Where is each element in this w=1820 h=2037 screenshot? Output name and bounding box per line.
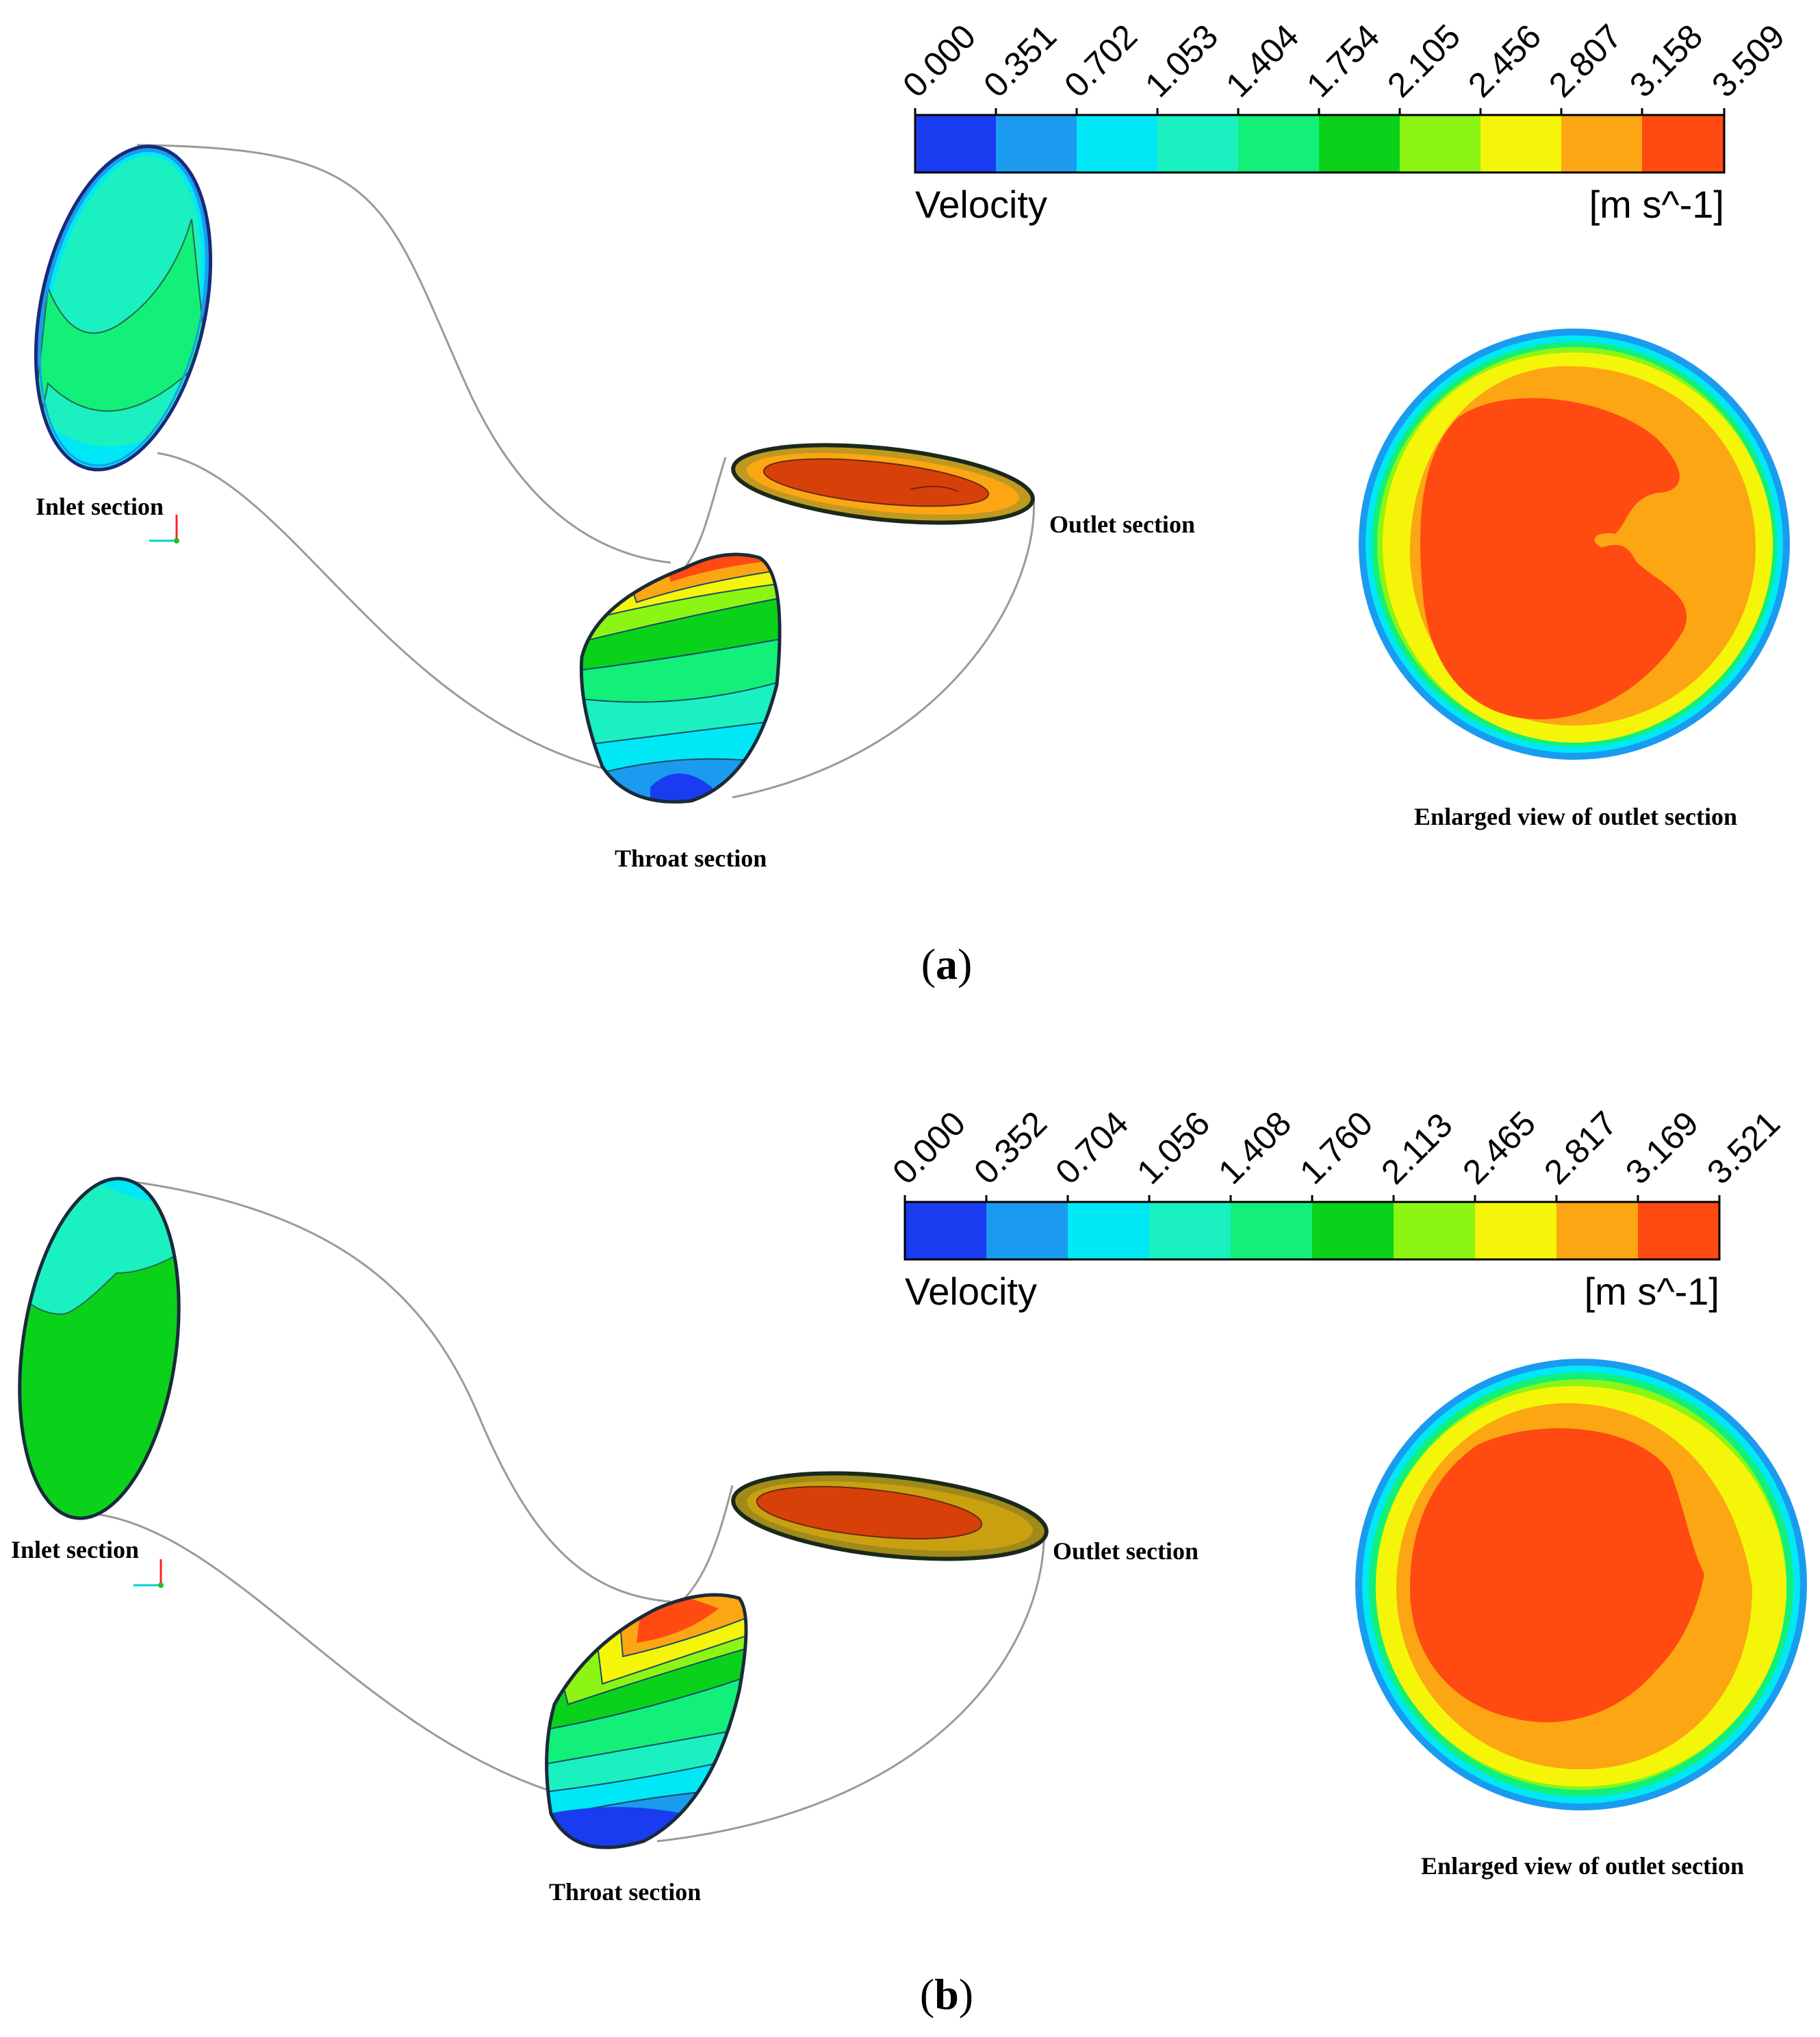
duct-outline-b xyxy=(95,1177,1045,1843)
enlarged-label-b: Enlarged view of outlet section xyxy=(1421,1852,1744,1880)
colorbar-b-seg xyxy=(1312,1202,1394,1259)
colorbar-a-seg xyxy=(915,115,996,172)
caption-b: (b) xyxy=(920,1970,973,2019)
colorbar-a-tick: 3.509 xyxy=(1704,17,1792,105)
colorbar-a-seg xyxy=(1400,115,1481,172)
colorbar-a-tick: 1.754 xyxy=(1299,17,1387,105)
colorbar-b-tick: 0.704 xyxy=(1048,1104,1136,1192)
colorbar-b-seg xyxy=(905,1202,986,1259)
colorbar-a-tick: 2.807 xyxy=(1541,17,1629,105)
colorbar-a-tick: 0.702 xyxy=(1057,17,1144,105)
colorbar-a-seg xyxy=(1561,115,1642,172)
colorbar-b-tick: 1.408 xyxy=(1211,1104,1298,1192)
panel-b: 0.000 0.352 0.704 1.056 1.408 1.760 2.11… xyxy=(11,1104,1807,2019)
colorbar-a: 0.000 0.351 0.702 1.053 1.404 1.754 2.10… xyxy=(895,17,1792,226)
inlet-section-b xyxy=(13,1168,192,1529)
enlarged-label-a: Enlarged view of outlet section xyxy=(1414,803,1737,830)
colorbar-b-unit: [m s^-1] xyxy=(1585,1270,1719,1313)
colorbar-b-tickmarks xyxy=(903,1195,1721,1202)
inlet-section-a xyxy=(26,130,220,486)
colorbar-b-tick: 0.352 xyxy=(966,1104,1054,1192)
throat-section-b xyxy=(545,1593,748,1849)
colorbar-a-tick: 0.351 xyxy=(976,17,1064,105)
colorbar-b-tick: 2.113 xyxy=(1374,1105,1459,1191)
colorbar-a-tick: 2.456 xyxy=(1461,17,1548,105)
caption-a: (a) xyxy=(921,940,973,988)
colorbar-a-tick: 1.053 xyxy=(1138,17,1225,105)
outlet-label-b: Outlet section xyxy=(1053,1537,1199,1565)
colorbar-a-tick: 2.105 xyxy=(1380,17,1467,105)
colorbar-a-variable: Velocity xyxy=(915,183,1047,226)
outlet-section-b xyxy=(729,1465,1051,1567)
colorbar-b-seg xyxy=(1231,1202,1312,1259)
colorbar-a-seg xyxy=(1642,115,1724,172)
colorbar-b-seg xyxy=(1556,1202,1638,1259)
inlet-label-b: Inlet section xyxy=(11,1536,139,1563)
colorbar-a-tickmarks xyxy=(914,108,1726,115)
colorbar-a-tick: 3.158 xyxy=(1622,17,1710,105)
colorbar-b-seg xyxy=(1149,1202,1231,1259)
caption-b-letter: b xyxy=(934,1970,959,2019)
throat-label-a: Throat section xyxy=(615,845,767,872)
colorbar-b-tick: 0.000 xyxy=(885,1104,973,1192)
colorbar-b-tick: 3.521 xyxy=(1700,1104,1787,1192)
colorbar-b-seg xyxy=(1475,1202,1556,1259)
colorbar-b-variable: Velocity xyxy=(905,1270,1037,1313)
colorbar-b-seg xyxy=(1638,1202,1719,1259)
outlet-section-a xyxy=(729,438,1037,534)
colorbar-b-tick: 2.817 xyxy=(1537,1104,1624,1192)
colorbar-a-tick: 1.404 xyxy=(1218,17,1306,105)
colorbar-b-tick: 3.169 xyxy=(1618,1104,1706,1192)
colorbar-b-tick: 1.056 xyxy=(1129,1104,1217,1192)
colorbar-a-seg xyxy=(1481,115,1561,172)
colorbar-a-seg xyxy=(1157,115,1238,172)
colorbar-a-seg xyxy=(1238,115,1319,172)
axis-triad-a xyxy=(149,515,179,543)
outlet-label-a: Outlet section xyxy=(1049,511,1195,538)
throat-section-a xyxy=(579,552,782,804)
colorbar-a-seg xyxy=(1077,115,1157,172)
enlarged-outlet-a xyxy=(1359,329,1790,760)
colorbar-b-tick: 2.465 xyxy=(1455,1104,1543,1192)
axis-triad-b xyxy=(133,1559,164,1588)
colorbar-b-seg xyxy=(1068,1202,1149,1259)
colorbar-a-seg xyxy=(1319,115,1400,172)
colorbar-b-seg xyxy=(986,1202,1068,1259)
inlet-label-a: Inlet section xyxy=(36,493,164,520)
colorbar-b-seg xyxy=(1394,1202,1475,1259)
caption-a-letter: a xyxy=(936,940,958,988)
throat-label-b: Throat section xyxy=(549,1878,701,1906)
colorbar-a-unit: [m s^-1] xyxy=(1589,183,1724,226)
colorbar-b: 0.000 0.352 0.704 1.056 1.408 1.760 2.11… xyxy=(885,1104,1787,1313)
enlarged-outlet-b xyxy=(1355,1359,1807,1810)
colorbar-a-seg xyxy=(996,115,1077,172)
panel-a: 0.000 0.351 0.702 1.053 1.404 1.754 2.10… xyxy=(26,17,1792,988)
duct-outline-a xyxy=(136,144,1036,799)
colorbar-a-tick: 0.000 xyxy=(895,17,983,105)
colorbar-b-tick: 1.760 xyxy=(1292,1104,1380,1192)
